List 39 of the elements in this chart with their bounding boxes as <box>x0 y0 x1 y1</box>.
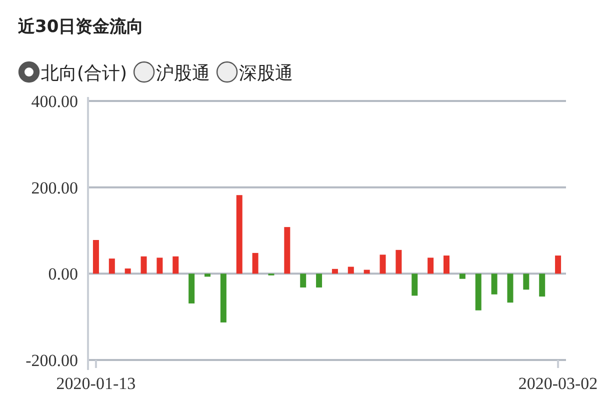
bar <box>491 274 498 294</box>
bar <box>475 274 482 310</box>
text: 沪股通 <box>156 63 210 84</box>
bar <box>523 274 530 290</box>
text: 北向(合计) <box>41 63 128 84</box>
bar <box>108 258 115 274</box>
x-tick-label: 2020-01-13 <box>56 374 136 393</box>
bar <box>124 268 131 274</box>
bar <box>236 195 242 274</box>
bar <box>92 240 99 274</box>
y-tick-label: 200.00 <box>31 178 78 198</box>
bar <box>555 256 562 274</box>
y-tick-label: 400.00 <box>31 92 78 111</box>
y-tick-label: 0.00 <box>48 264 78 284</box>
bar <box>316 274 322 288</box>
bar <box>539 274 546 297</box>
bar <box>444 256 450 274</box>
bar <box>412 274 418 296</box>
bar <box>188 274 195 304</box>
bar <box>220 274 226 322</box>
bar <box>252 252 258 274</box>
bar <box>507 274 514 303</box>
bar <box>380 254 386 274</box>
bar <box>284 227 290 274</box>
x-tick-label: 2020-03-02 <box>518 374 598 393</box>
y-tick-label: -200.00 <box>26 351 78 370</box>
chart-title: 近30日资金流向 <box>17 17 144 37</box>
bar <box>459 274 466 279</box>
text: 深股通 <box>239 63 294 84</box>
bar <box>140 256 147 274</box>
bar <box>348 266 354 274</box>
bar <box>300 274 306 288</box>
bar <box>156 258 163 274</box>
bar <box>396 250 402 274</box>
bar <box>204 274 210 277</box>
bar <box>172 256 179 274</box>
bar <box>428 258 434 274</box>
bar <box>332 268 338 274</box>
bar <box>364 270 370 274</box>
